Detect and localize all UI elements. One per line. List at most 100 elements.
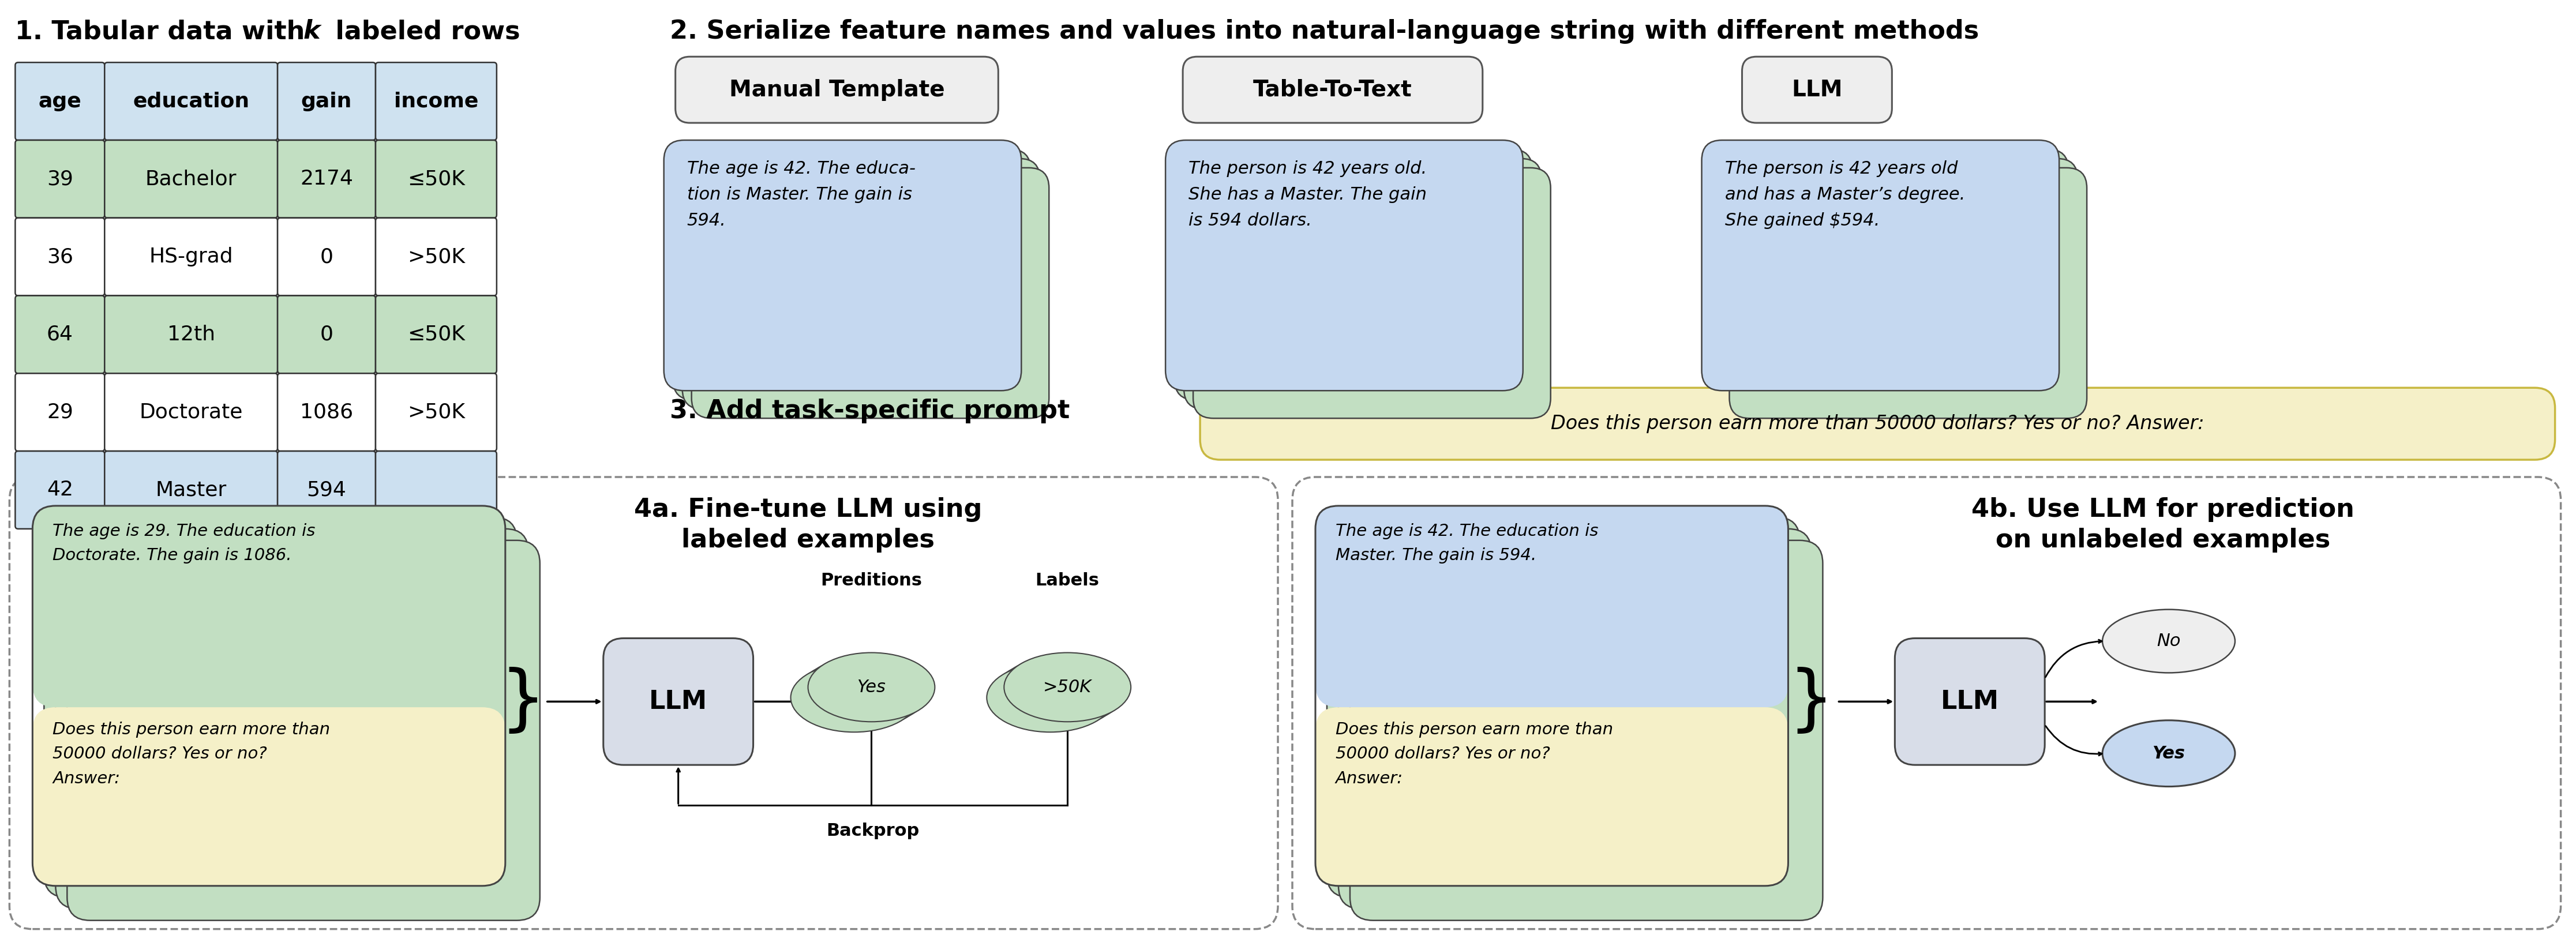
Text: labeled rows: labeled rows xyxy=(327,19,520,44)
Text: The age is 29. The education is
Doctorate. The gain is 1086.: The age is 29. The education is Doctorat… xyxy=(52,523,314,563)
Text: education: education xyxy=(134,91,250,111)
Text: age: age xyxy=(39,91,82,111)
Ellipse shape xyxy=(1005,653,1131,722)
Text: Yes: Yes xyxy=(2154,745,2184,762)
FancyBboxPatch shape xyxy=(675,57,999,123)
Text: The age is 42. The educa-
tion is Master. The gain is
594.: The age is 42. The educa- tion is Master… xyxy=(688,161,914,229)
FancyBboxPatch shape xyxy=(376,218,497,295)
FancyBboxPatch shape xyxy=(1316,505,1788,707)
Text: LLM: LLM xyxy=(1790,79,1842,101)
Ellipse shape xyxy=(987,663,1113,732)
FancyBboxPatch shape xyxy=(376,451,497,529)
Text: k: k xyxy=(304,19,319,44)
FancyBboxPatch shape xyxy=(1193,168,1551,418)
FancyBboxPatch shape xyxy=(1327,518,1801,898)
FancyBboxPatch shape xyxy=(278,218,376,295)
FancyBboxPatch shape xyxy=(278,63,376,141)
FancyBboxPatch shape xyxy=(15,218,106,295)
Ellipse shape xyxy=(801,656,930,725)
Ellipse shape xyxy=(796,659,922,729)
Text: gain: gain xyxy=(301,91,353,111)
Text: >50K: >50K xyxy=(407,247,466,267)
FancyBboxPatch shape xyxy=(1200,388,2555,460)
Text: 1. Tabular data with: 1. Tabular data with xyxy=(15,19,314,44)
FancyBboxPatch shape xyxy=(1175,149,1533,400)
FancyBboxPatch shape xyxy=(278,295,376,373)
Text: 594: 594 xyxy=(307,480,345,500)
Text: Does this person earn more than 50000 dollars? Yes or no? Answer:: Does this person earn more than 50000 do… xyxy=(1551,414,2205,433)
FancyBboxPatch shape xyxy=(15,295,106,373)
Text: }: } xyxy=(500,667,546,736)
FancyBboxPatch shape xyxy=(1741,57,1891,123)
Text: 39: 39 xyxy=(46,169,72,189)
Ellipse shape xyxy=(2102,720,2236,787)
FancyBboxPatch shape xyxy=(603,638,752,765)
Text: Preditions: Preditions xyxy=(822,572,922,589)
FancyBboxPatch shape xyxy=(665,141,1020,390)
FancyBboxPatch shape xyxy=(57,529,528,909)
Text: 64: 64 xyxy=(46,325,72,344)
Text: Manual Template: Manual Template xyxy=(729,79,945,101)
FancyBboxPatch shape xyxy=(15,63,106,141)
Text: ≤50K: ≤50K xyxy=(407,325,464,344)
Ellipse shape xyxy=(791,663,917,732)
FancyBboxPatch shape xyxy=(15,141,106,218)
FancyBboxPatch shape xyxy=(376,141,497,218)
FancyBboxPatch shape xyxy=(1896,638,2045,765)
FancyBboxPatch shape xyxy=(672,149,1030,400)
Text: 2174: 2174 xyxy=(299,169,353,189)
Text: The person is 42 years old
and has a Master’s degree.
She gained $594.: The person is 42 years old and has a Mas… xyxy=(1726,161,1965,229)
Text: 36: 36 xyxy=(46,247,72,267)
Text: Bachelor: Bachelor xyxy=(144,169,237,189)
Text: Table-To-Text: Table-To-Text xyxy=(1252,79,1412,101)
FancyBboxPatch shape xyxy=(67,541,541,921)
FancyBboxPatch shape xyxy=(278,451,376,529)
FancyBboxPatch shape xyxy=(106,141,278,218)
FancyBboxPatch shape xyxy=(278,373,376,451)
Text: Backprop: Backprop xyxy=(827,823,920,839)
Text: 29: 29 xyxy=(46,403,72,422)
Text: 12th: 12th xyxy=(167,325,214,344)
FancyBboxPatch shape xyxy=(106,63,278,141)
Ellipse shape xyxy=(809,653,935,722)
Text: The person is 42 years old.
She has a Master. The gain
is 594 dollars.: The person is 42 years old. She has a Ma… xyxy=(1188,161,1427,229)
Text: 2. Serialize feature names and values into natural-language string with differen: 2. Serialize feature names and values in… xyxy=(670,19,1978,44)
Ellipse shape xyxy=(992,659,1121,729)
Text: HS-grad: HS-grad xyxy=(149,247,232,267)
FancyBboxPatch shape xyxy=(15,451,106,529)
Text: 0: 0 xyxy=(319,247,332,267)
FancyBboxPatch shape xyxy=(1703,141,2058,390)
FancyBboxPatch shape xyxy=(1340,529,1811,909)
FancyBboxPatch shape xyxy=(683,159,1041,409)
Ellipse shape xyxy=(999,656,1126,725)
FancyBboxPatch shape xyxy=(1185,159,1540,409)
FancyBboxPatch shape xyxy=(1710,149,2069,400)
FancyBboxPatch shape xyxy=(106,373,278,451)
FancyBboxPatch shape xyxy=(106,295,278,373)
Text: 0: 0 xyxy=(319,325,332,344)
FancyBboxPatch shape xyxy=(1182,57,1484,123)
Text: >50K: >50K xyxy=(407,403,466,422)
FancyBboxPatch shape xyxy=(1164,141,1522,390)
FancyBboxPatch shape xyxy=(1721,159,2079,409)
Text: 4a. Fine-tune LLM using
labeled examples: 4a. Fine-tune LLM using labeled examples xyxy=(634,497,981,553)
Text: Does this person earn more than
50000 dollars? Yes or no?
Answer:: Does this person earn more than 50000 do… xyxy=(52,722,330,787)
Text: ≤50K: ≤50K xyxy=(407,169,464,189)
FancyBboxPatch shape xyxy=(278,141,376,218)
FancyBboxPatch shape xyxy=(1728,168,2087,418)
FancyBboxPatch shape xyxy=(33,707,505,885)
Text: income: income xyxy=(394,91,479,111)
Text: 42: 42 xyxy=(46,480,72,500)
Text: Doctorate: Doctorate xyxy=(139,403,242,422)
Text: 3. Add task-specific prompt: 3. Add task-specific prompt xyxy=(670,398,1069,423)
FancyBboxPatch shape xyxy=(15,373,106,451)
FancyBboxPatch shape xyxy=(376,63,497,141)
FancyBboxPatch shape xyxy=(376,295,497,373)
Text: No: No xyxy=(2156,633,2182,650)
FancyBboxPatch shape xyxy=(106,451,278,529)
Text: Labels: Labels xyxy=(1036,572,1100,589)
Text: 1086: 1086 xyxy=(299,403,353,422)
Text: Does this person earn more than
50000 dollars? Yes or no?
Answer:: Does this person earn more than 50000 do… xyxy=(1334,722,1613,787)
FancyBboxPatch shape xyxy=(1350,541,1824,921)
Text: LLM: LLM xyxy=(1940,689,1999,714)
